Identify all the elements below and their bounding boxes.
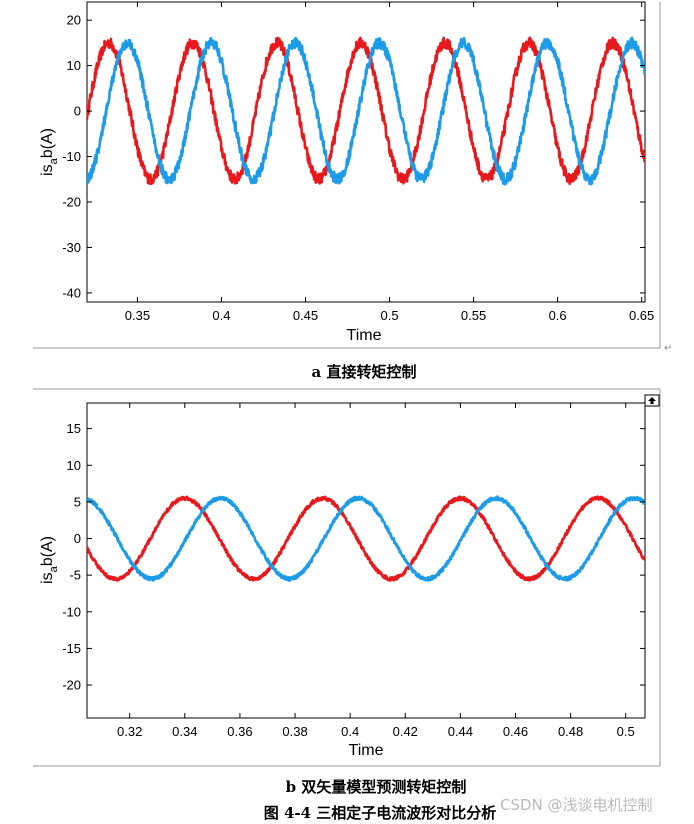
chart-b-xtick-label: 0.46 xyxy=(503,724,528,739)
chart-a-return-mark: ↵ xyxy=(664,343,672,354)
chart-b-caption: b 双矢量模型预测转矩控制 xyxy=(286,778,467,796)
chart-a-xtick-label: 0.45 xyxy=(293,308,318,323)
chart-a-caption: a 直接转矩控制 xyxy=(312,363,417,381)
chart-b-ylabel: isab(A) xyxy=(39,536,60,584)
chart-b-ylabel-rest: b(A) xyxy=(39,536,56,566)
chart-b-xtick-label: 0.42 xyxy=(393,724,418,739)
chart-b-ylabel-sub: a xyxy=(48,565,60,572)
chart-b-ytick-label: 15 xyxy=(67,421,81,436)
chart-a-series-1-line xyxy=(87,36,645,186)
anchor-icon xyxy=(644,394,660,407)
chart-b-xtick-label: 0.38 xyxy=(282,724,307,739)
chart-a-xtick-label: 0.6 xyxy=(549,308,567,323)
chart-a-xtick-label: 0.5 xyxy=(380,308,398,323)
chart-a-ylabel-main: is xyxy=(39,164,56,176)
chart-b-ticks: 0.32 0.34 0.36 0.38 0.4 0.42 0.44 0.46 0.48 0.5 15… xyxy=(62,403,645,739)
chart-a-ytick-label: -40 xyxy=(62,285,81,300)
figure-caption: 图 4-4 三相定子电流波形对比分析 xyxy=(264,804,497,822)
chart-b-xtick-label: 0.34 xyxy=(172,724,197,739)
chart-b-xtick-label: 0.44 xyxy=(448,724,473,739)
chart-b-ytick-label: -15 xyxy=(62,641,81,656)
chart-b-ytick-label: 5 xyxy=(74,494,81,509)
chart-a: 0.35 0.4 0.45 0.5 0.55 0.6 0.65 20 10 0 -10 -20 -30 -… xyxy=(33,1,672,381)
chart-b: 0.32 0.34 0.36 0.38 0.4 0.42 0.44 0.46 0.48 0.5 15… xyxy=(33,388,661,796)
csdn-watermark: CSDN @浅谈电机控制 xyxy=(500,796,653,814)
chart-a-ticks: 0.35 0.4 0.45 0.5 0.55 0.6 0.65 20 10 0 -10 -20 -30 -… xyxy=(62,2,654,323)
chart-a-xtick-label: 0.55 xyxy=(461,308,486,323)
chart-a-ylabel-sub: a xyxy=(48,157,60,164)
chart-a-ytick-label: 0 xyxy=(74,104,81,119)
chart-b-plot-area xyxy=(86,402,646,719)
chart-b-xtick-label: 0.4 xyxy=(341,724,359,739)
chart-a-ytick-label: -20 xyxy=(62,195,81,210)
chart-b-xtick-label: 0.36 xyxy=(227,724,252,739)
chart-a-series-group xyxy=(87,36,645,186)
chart-b-xtick-label: 0.5 xyxy=(617,724,635,739)
chart-b-ytick-label: -10 xyxy=(62,604,81,619)
chart-a-ytick-label: 10 xyxy=(67,58,81,73)
chart-a-ytick-label: 20 xyxy=(67,13,81,28)
chart-a-ylabel-rest: b(A) xyxy=(39,128,56,158)
chart-b-ytick-label: -5 xyxy=(69,568,81,583)
chart-a-series-2-line xyxy=(87,36,645,186)
chart-a-ylabel: isab(A) xyxy=(39,128,60,176)
chart-b-ylabel-main: is xyxy=(39,572,56,584)
chart-b-series-1-line xyxy=(87,495,645,582)
chart-b-xtick-label: 0.32 xyxy=(117,724,142,739)
chart-a-ytick-label: -30 xyxy=(62,240,81,255)
chart-b-series-group xyxy=(87,495,645,582)
chart-b-ytick-label: -20 xyxy=(62,678,81,693)
chart-b-series-2-line xyxy=(87,495,645,582)
chart-a-xtick-label: 0.4 xyxy=(212,308,230,323)
chart-b-ytick-label: 0 xyxy=(74,531,81,546)
chart-b-ytick-label: 10 xyxy=(67,458,81,473)
chart-a-xtick-label: 0.35 xyxy=(125,308,150,323)
chart-b-xtick-label: 0.48 xyxy=(558,724,583,739)
chart-b-xlabel: Time xyxy=(349,742,384,759)
chart-a-xlabel: Time xyxy=(347,327,382,344)
chart-a-xtick-label: 0.65 xyxy=(629,308,654,323)
chart-a-ytick-label: -10 xyxy=(62,149,81,164)
